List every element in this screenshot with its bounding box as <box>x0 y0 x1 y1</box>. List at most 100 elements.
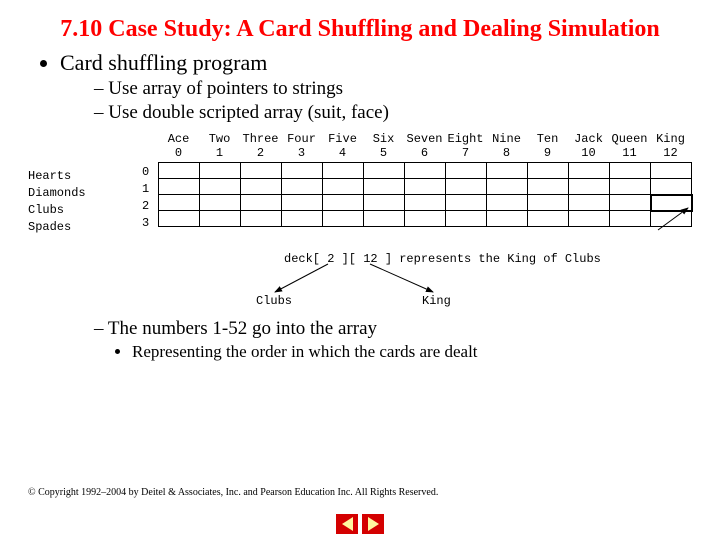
arrow-label-king: King <box>422 294 451 308</box>
grid-cell <box>446 163 487 179</box>
face-label: Two <box>209 132 231 146</box>
grid-cell <box>323 211 364 227</box>
col-index: 1 <box>216 146 223 160</box>
grid-cell <box>487 163 528 179</box>
row-index: 0 <box>142 164 149 181</box>
grid-cell <box>651 179 692 195</box>
suit-labels: HeartsDiamondsClubsSpades <box>28 168 86 236</box>
col-index: 2 <box>257 146 264 160</box>
grid-cell <box>323 179 364 195</box>
content-area: Card shuffling program Use array of poin… <box>0 48 720 362</box>
nav-buttons <box>336 514 384 534</box>
grid-cell <box>528 163 569 179</box>
grid-cell <box>282 179 323 195</box>
grid-cell <box>528 179 569 195</box>
row-index: 2 <box>142 198 149 215</box>
bullet-1: Card shuffling program Use array of poin… <box>60 50 696 124</box>
deck-diagram: AceTwoThreeFourFiveSixSevenEightNineTenJ… <box>28 132 708 312</box>
face-label: Ten <box>537 132 559 146</box>
face-label: Eight <box>447 132 483 146</box>
grid-cell <box>405 179 446 195</box>
copyright-text: © Copyright 1992–2004 by Deitel & Associ… <box>28 487 438 498</box>
face-label: Three <box>242 132 278 146</box>
col-index: 12 <box>663 146 677 160</box>
col-index: 7 <box>462 146 469 160</box>
face-label: Four <box>287 132 316 146</box>
grid-cell <box>405 211 446 227</box>
col-index: 8 <box>503 146 510 160</box>
grid-cell <box>159 179 200 195</box>
grid-cell <box>569 179 610 195</box>
grid-cell <box>528 195 569 211</box>
col-index: 10 <box>581 146 595 160</box>
grid-cell <box>446 195 487 211</box>
face-label: Six <box>373 132 395 146</box>
grid-cell <box>569 195 610 211</box>
face-label: Jack <box>574 132 603 146</box>
arrow-label-clubs: Clubs <box>256 294 292 308</box>
diagram-caption: deck[ 2 ][ 12 ] represents the King of C… <box>284 252 601 266</box>
grid-cell <box>323 195 364 211</box>
col-index: 3 <box>298 146 305 160</box>
slide-title: 7.10 Case Study: A Card Shuffling and De… <box>0 0 720 48</box>
grid-cell <box>200 195 241 211</box>
grid-cell <box>610 179 651 195</box>
grid-cell <box>159 163 200 179</box>
deck-grid <box>158 162 693 227</box>
prev-button[interactable] <box>336 514 358 534</box>
grid-cell <box>405 163 446 179</box>
grid-cell <box>487 211 528 227</box>
grid-cell <box>446 211 487 227</box>
grid-cell <box>364 211 405 227</box>
bullet-1-3-text: The numbers 1-52 go into the array <box>108 318 377 339</box>
suit-label: Spades <box>28 219 86 236</box>
grid-cell <box>528 211 569 227</box>
suit-label: Clubs <box>28 202 86 219</box>
grid-cell <box>405 195 446 211</box>
face-label: Five <box>328 132 357 146</box>
col-index: 0 <box>175 146 182 160</box>
grid-cell <box>241 163 282 179</box>
grid-cell <box>364 163 405 179</box>
grid-cell <box>241 179 282 195</box>
grid-cell <box>569 163 610 179</box>
grid-cell <box>569 211 610 227</box>
grid-cell <box>610 211 651 227</box>
face-label: Nine <box>492 132 521 146</box>
row-index: 1 <box>142 181 149 198</box>
col-index: 5 <box>380 146 387 160</box>
grid-cell <box>610 195 651 211</box>
grid-cell <box>282 163 323 179</box>
grid-cell <box>241 211 282 227</box>
grid-cell <box>282 211 323 227</box>
col-index: 9 <box>544 146 551 160</box>
grid-cell <box>200 163 241 179</box>
next-button[interactable] <box>362 514 384 534</box>
face-label: Ace <box>168 132 190 146</box>
grid-cell <box>323 163 364 179</box>
suit-label: Hearts <box>28 168 86 185</box>
grid-cell <box>651 211 692 227</box>
col-index: 4 <box>339 146 346 160</box>
arrow-left-icon <box>342 517 353 531</box>
grid-cell <box>651 195 692 211</box>
col-index: 6 <box>421 146 428 160</box>
bullet-1-2: Use double scripted array (suit, face) <box>94 102 696 124</box>
grid-cell <box>364 179 405 195</box>
grid-cell <box>487 179 528 195</box>
face-label: King <box>656 132 685 146</box>
grid-cell <box>241 195 282 211</box>
grid-cell <box>200 211 241 227</box>
arrow-right-icon <box>368 517 379 531</box>
bullet-1-3: The numbers 1-52 go into the array Repre… <box>94 318 696 362</box>
suit-label: Diamonds <box>28 185 86 202</box>
face-label: Queen <box>611 132 647 146</box>
grid-cell <box>364 195 405 211</box>
col-index: 11 <box>622 146 636 160</box>
row-indices: 0123 <box>142 164 149 232</box>
grid-cell <box>200 179 241 195</box>
bullet-1-text: Card shuffling program <box>60 50 267 75</box>
grid-cell <box>487 195 528 211</box>
grid-cell <box>282 195 323 211</box>
row-index: 3 <box>142 215 149 232</box>
